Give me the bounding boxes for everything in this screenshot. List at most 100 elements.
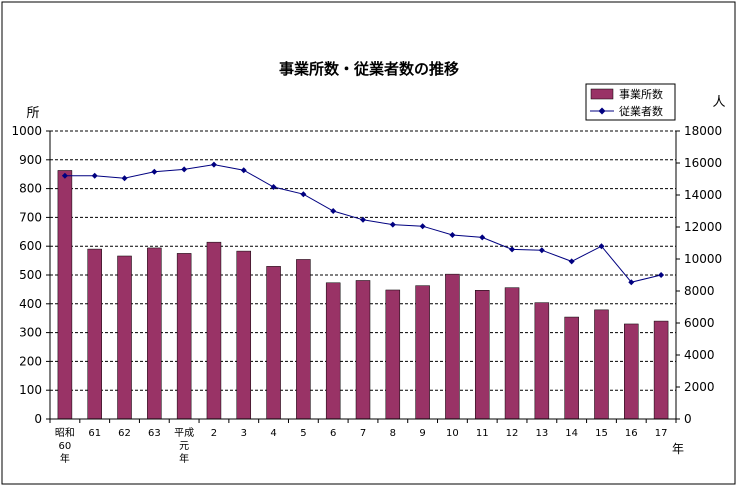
x-tick-label-line: 8 (390, 428, 396, 439)
left-tick-label: 800 (19, 182, 42, 196)
x-tick-label-line: 6 (330, 428, 336, 439)
x-tick-label-line: 62 (118, 428, 131, 439)
bar (564, 316, 579, 420)
bar (504, 287, 520, 420)
left-tick-label: 100 (19, 383, 42, 397)
line-point (658, 272, 665, 278)
right-tick-label: 8000 (684, 284, 715, 298)
line-point (360, 216, 366, 223)
left-tick-label: 600 (19, 239, 42, 253)
x-tick-label-line: 平成 (174, 427, 194, 439)
x-tick-label-line: 61 (88, 428, 101, 439)
x-tick-label: 9 (419, 428, 425, 439)
x-tick-label: 2 (211, 428, 217, 439)
bar (385, 289, 401, 420)
chart-title: 事業所数・従業者数の推移 (279, 60, 459, 78)
x-tick-label: 平成元年 (174, 427, 194, 465)
bar (415, 285, 430, 420)
line-point (628, 279, 635, 286)
x-tick-label-line: 10 (446, 428, 459, 439)
x-tick-label-line: 5 (300, 428, 306, 439)
x-tick-label: 11 (476, 428, 489, 439)
x-tick-label-line: 4 (270, 428, 276, 439)
bar (87, 248, 102, 420)
bar (474, 290, 490, 420)
x-tick-label: 12 (506, 428, 519, 439)
bar (266, 266, 281, 420)
right-tick-label: 10000 (684, 252, 722, 266)
line-point (151, 168, 158, 175)
line-point (300, 191, 307, 198)
line-point (419, 223, 426, 230)
line-point (240, 167, 247, 174)
line-point (479, 234, 486, 241)
line-point (509, 246, 516, 253)
bar (57, 170, 73, 420)
legend-line-label: 従業者数 (619, 105, 663, 118)
x-tick-label: 17 (655, 428, 668, 439)
left-tick-label: 700 (19, 210, 42, 224)
left-tick-label: 400 (19, 297, 42, 311)
line-point (598, 243, 605, 250)
x-tick-label-line: 14 (565, 428, 578, 439)
x-tick-label-line: 63 (148, 428, 161, 439)
left-tick-label: 200 (19, 354, 42, 368)
x-tick-label: 6 (330, 428, 336, 439)
x-tick-label-line: 年 (60, 452, 70, 465)
right-tick-labels: 0 2000 4000 6000 8000 10000 12000 14000 16000 180… (684, 124, 722, 426)
right-axis-unit: 人 (712, 95, 725, 110)
left-axis-unit: 所 (26, 106, 39, 121)
x-tick-label-line: 12 (506, 428, 519, 439)
x-tick-label-line: 昭和 (55, 427, 75, 439)
bar (624, 323, 639, 420)
x-tick-label: 5 (300, 428, 306, 439)
bar (653, 320, 669, 420)
x-tick-label: 8 (390, 428, 396, 439)
x-tick-label-line: 17 (655, 428, 668, 439)
left-tick-label: 0 (34, 412, 42, 426)
right-tick-label: 4000 (684, 348, 715, 362)
right-tick-label: 16000 (684, 156, 722, 170)
right-tick-label: 14000 (684, 188, 722, 202)
line-point (91, 172, 98, 179)
x-tick-label-line: 2 (211, 428, 217, 439)
x-tick-label: 4 (270, 428, 276, 439)
bar (445, 273, 460, 420)
legend-bar-swatch (590, 88, 614, 100)
bar (534, 302, 550, 420)
line-series (61, 161, 665, 286)
bar (117, 255, 132, 420)
line-point (449, 232, 456, 238)
left-tick-labels: 0 100 200 300 400 500 600 700 800 900 1000 (11, 124, 42, 426)
x-tick-label: 14 (565, 428, 578, 439)
legend-line-marker (598, 107, 606, 115)
bar (176, 253, 192, 420)
x-tick-label: 7 (360, 428, 366, 439)
x-tick-label-line: 15 (595, 428, 608, 439)
x-tick-label-line: 7 (360, 428, 366, 439)
left-tick-label: 500 (19, 268, 42, 282)
axes (46, 130, 680, 423)
line-point (181, 166, 188, 173)
right-tick-label: 0 (684, 412, 692, 426)
line-point (568, 258, 575, 265)
x-tick-label: 10 (446, 428, 459, 439)
x-tick-label-line: 13 (535, 428, 548, 439)
left-tick-label: 300 (19, 326, 42, 340)
x-tick-label: 13 (535, 428, 548, 439)
line-point (389, 221, 396, 228)
bar (296, 259, 311, 420)
x-tick-label: 16 (625, 428, 638, 439)
left-tick-label: 1000 (11, 124, 42, 138)
right-tick-label: 6000 (684, 316, 715, 330)
x-tick-label-line: 16 (625, 428, 638, 439)
line-point (538, 247, 545, 254)
right-tick-label: 12000 (684, 220, 722, 234)
x-axis-unit: 年 (672, 442, 684, 456)
line-point (270, 184, 277, 190)
legend: 事業所数 従業者数 (585, 83, 676, 121)
x-tick-label-line: 元 (179, 441, 189, 452)
